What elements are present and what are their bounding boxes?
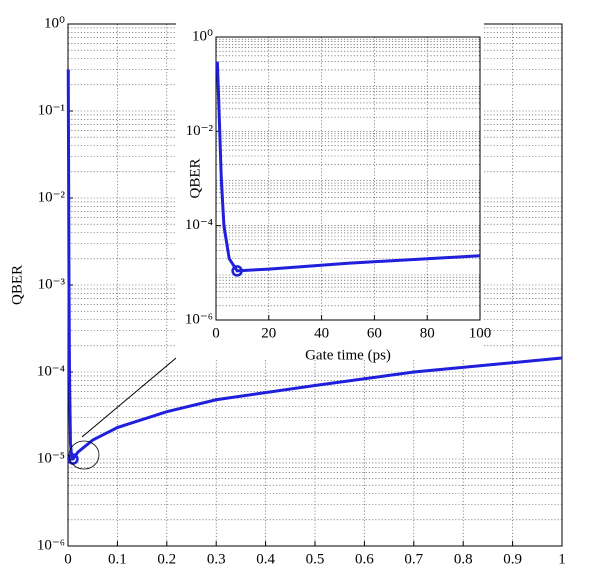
y-tick-label: 10⁻¹ <box>38 102 65 118</box>
x-tick-label: 0.1 <box>108 551 127 567</box>
y-tick-label: 10⁻⁵ <box>37 450 65 466</box>
min-marker <box>67 453 79 465</box>
x-tick-label: 0.8 <box>454 551 473 567</box>
y-tick-label: 10⁻³ <box>38 276 66 292</box>
y-axis-label: QBER <box>187 158 203 198</box>
highlight-ellipse <box>68 440 100 470</box>
x-tick-label: 0.7 <box>404 551 423 567</box>
y-tick-label: 10⁻⁶ <box>37 537 65 553</box>
x-tick-label: 100 <box>469 325 492 341</box>
y-tick-label: 10⁻⁴ <box>37 363 65 379</box>
data-line <box>66 69 563 461</box>
x-tick-label: 40 <box>314 325 329 341</box>
y-tick-label: 10⁻² <box>186 123 214 139</box>
x-tick-label: 0 <box>212 325 220 341</box>
y-tick-label: 10⁰ <box>44 15 65 31</box>
x-axis-label: Gate time (ps) <box>305 347 391 363</box>
x-tick-label: 0.9 <box>503 551 522 567</box>
min-marker <box>231 265 243 277</box>
x-tick-label: 80 <box>420 325 435 341</box>
inset-background <box>176 23 484 360</box>
x-tick-label: 0.5 <box>306 551 325 567</box>
plot-frame <box>215 36 481 321</box>
y-tick-label: 10⁻⁴ <box>185 217 213 233</box>
y-axis-label: QBER <box>9 265 25 305</box>
inset-chart: 10⁰ 10⁻² 10⁻⁴ 10⁻⁶0 20 40 60 80 100 Gate time (ps… <box>176 23 491 363</box>
arrow-line <box>81 347 189 438</box>
data-line <box>215 61 481 273</box>
y-tick-label: 10⁰ <box>192 28 213 44</box>
x-tick-label: 60 <box>367 325 382 341</box>
x-tick-label: 0.6 <box>355 551 374 567</box>
x-tick-label: 0 <box>64 551 72 567</box>
y-tick-label: 10⁻² <box>38 189 66 205</box>
x-tick-label: 0.4 <box>256 551 275 567</box>
x-tick-label: 0.2 <box>157 551 176 567</box>
y-tick-label: 10⁻⁶ <box>185 311 213 327</box>
x-tick-label: 20 <box>261 325 276 341</box>
x-tick-label: 1 <box>558 551 566 567</box>
x-tick-label: 0.3 <box>207 551 226 567</box>
